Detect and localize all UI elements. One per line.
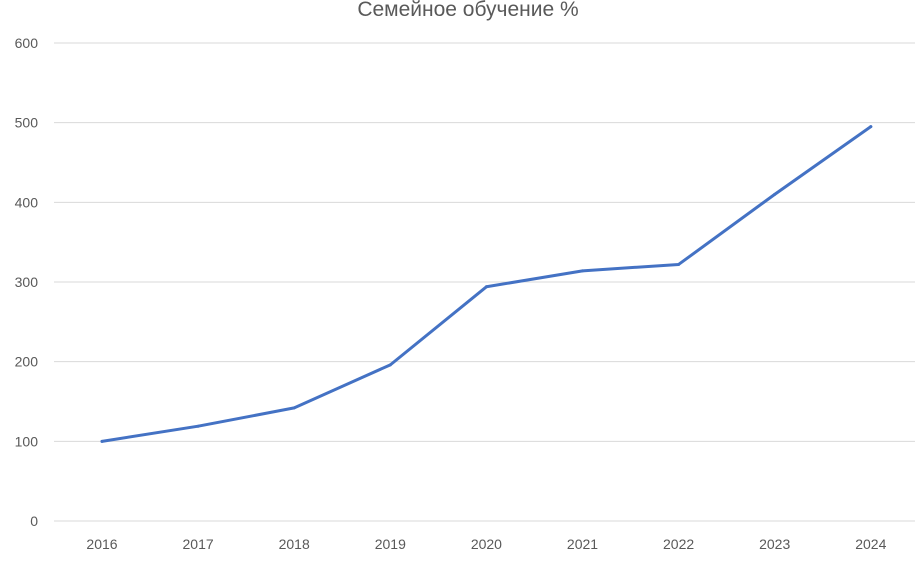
x-tick-label: 2023 <box>759 536 790 552</box>
y-tick-label: 0 <box>30 513 38 529</box>
data-point <box>869 125 873 129</box>
data-point <box>581 269 584 273</box>
x-tick-label: 2021 <box>567 536 598 552</box>
x-tick-label: 2017 <box>183 536 214 552</box>
y-tick-label: 400 <box>15 194 39 210</box>
data-point <box>292 406 296 410</box>
x-tick-label: 2020 <box>471 536 502 552</box>
y-tick-label: 200 <box>15 354 39 370</box>
x-tick-label: 2016 <box>86 536 117 552</box>
y-axis-ticks: 0 100 200 300 400 500 600 <box>15 35 39 529</box>
series-layer <box>100 125 873 443</box>
data-point <box>484 285 488 289</box>
series-line <box>100 125 873 443</box>
data-point <box>388 363 392 367</box>
x-axis-ticks: 2016 2017 2018 2019 2020 2021 2022 2023 2024 <box>86 536 886 552</box>
chart-title: Семейное обучение % <box>357 0 578 21</box>
y-tick-label: 300 <box>15 274 39 290</box>
data-point <box>196 424 200 428</box>
data-point <box>677 262 681 266</box>
x-tick-label: 2022 <box>663 536 694 552</box>
x-tick-label: 2024 <box>855 536 886 552</box>
x-tick-label: 2018 <box>279 536 310 552</box>
data-point <box>773 192 777 196</box>
gridlines <box>54 42 915 522</box>
y-tick-label: 100 <box>15 433 39 449</box>
x-tick-label: 2019 <box>375 536 406 552</box>
data-point <box>100 439 104 443</box>
y-tick-label: 600 <box>15 35 39 51</box>
y-tick-label: 500 <box>15 115 39 131</box>
